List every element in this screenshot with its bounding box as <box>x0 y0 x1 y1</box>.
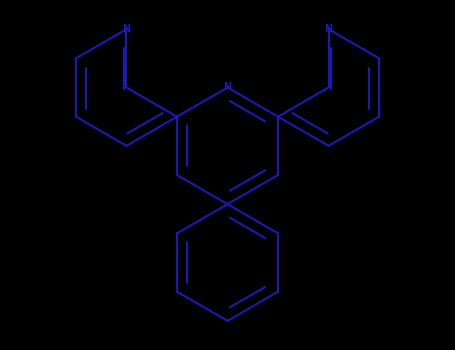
Text: N: N <box>122 24 131 34</box>
Text: N: N <box>324 24 333 34</box>
Text: N: N <box>223 83 232 92</box>
